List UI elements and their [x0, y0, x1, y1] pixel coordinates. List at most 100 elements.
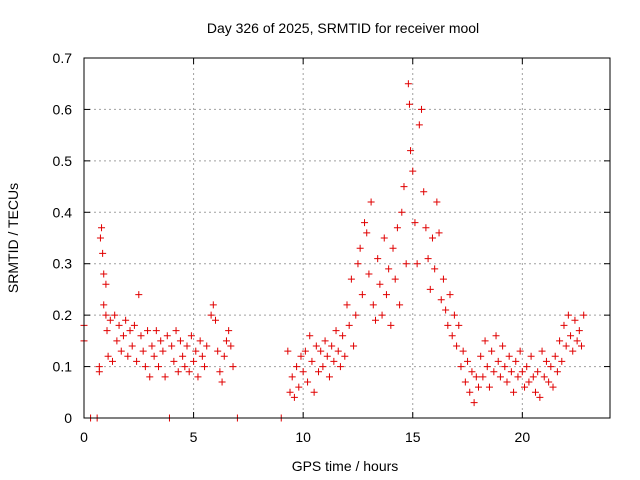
- data-point: [439, 275, 447, 283]
- data-point: [297, 352, 305, 360]
- data-point: [481, 337, 489, 345]
- data-point: [146, 373, 154, 381]
- data-point: [299, 368, 307, 376]
- data-point: [141, 363, 149, 371]
- data-point: [104, 352, 112, 360]
- data-point: [100, 301, 108, 309]
- data-point: [306, 332, 314, 340]
- x-axis-label: GPS time / hours: [292, 458, 399, 474]
- data-point: [214, 347, 222, 355]
- data-point: [479, 373, 487, 381]
- data-point: [371, 316, 379, 324]
- data-point: [529, 373, 537, 381]
- data-point: [325, 373, 333, 381]
- data-point: [102, 280, 110, 288]
- x-tick-label: 5: [190, 429, 198, 445]
- data-point: [229, 363, 237, 371]
- y-tick-label: 0.3: [53, 256, 73, 272]
- data-point: [301, 347, 309, 355]
- data-point: [124, 352, 132, 360]
- data-point: [286, 388, 294, 396]
- data-point: [494, 357, 502, 365]
- data-point: [512, 357, 520, 365]
- data-point: [128, 342, 136, 350]
- data-point: [103, 327, 111, 335]
- data-point: [207, 311, 215, 319]
- data-point: [437, 296, 445, 304]
- data-point: [203, 342, 211, 350]
- data-point: [190, 357, 198, 365]
- data-point: [350, 342, 358, 350]
- data-point: [536, 393, 544, 401]
- data-point: [382, 291, 390, 299]
- data-point: [312, 342, 320, 350]
- data-point: [516, 347, 524, 355]
- y-tick-label: 0: [64, 410, 72, 426]
- x-tick-label: 0: [80, 429, 88, 445]
- data-point: [122, 316, 130, 324]
- data-point: [435, 229, 443, 237]
- data-point: [96, 234, 104, 242]
- data-point: [475, 383, 482, 391]
- data-point: [376, 280, 384, 288]
- data-point: [323, 352, 331, 360]
- data-point: [523, 363, 531, 371]
- data-point: [99, 249, 107, 257]
- data-point: [196, 337, 204, 345]
- y-tick-label: 0.5: [53, 153, 73, 169]
- data-point: [163, 332, 171, 340]
- data-point: [148, 342, 156, 350]
- data-point: [404, 80, 412, 88]
- data-point: [336, 363, 344, 371]
- data-point: [185, 368, 193, 376]
- data-point: [135, 291, 143, 299]
- data-point: [144, 327, 152, 335]
- data-point: [369, 301, 377, 309]
- data-point: [315, 368, 323, 376]
- data-point: [466, 388, 474, 396]
- data-point: [569, 347, 577, 355]
- y-tick-label: 0.7: [53, 50, 73, 66]
- data-point: [352, 311, 360, 319]
- data-point: [567, 332, 575, 340]
- data-point: [411, 219, 419, 227]
- y-tick-label: 0.2: [53, 307, 73, 323]
- data-point: [413, 260, 421, 268]
- data-point: [553, 368, 561, 376]
- data-point: [330, 357, 338, 365]
- data-point: [161, 373, 169, 381]
- data-point: [499, 342, 507, 350]
- data-point: [225, 327, 233, 335]
- data-point: [284, 347, 292, 355]
- data-point: [111, 311, 119, 319]
- data-point: [431, 265, 439, 273]
- data-point: [181, 363, 189, 371]
- data-point: [485, 383, 493, 391]
- data-point: [115, 321, 123, 329]
- data-point: [402, 260, 410, 268]
- data-point: [293, 363, 301, 371]
- data-point: [453, 342, 461, 350]
- data-point: [168, 342, 176, 350]
- data-point: [468, 368, 476, 376]
- data-point: [398, 208, 406, 216]
- data-point: [365, 270, 373, 278]
- data-point: [501, 363, 509, 371]
- data-point: [564, 311, 572, 319]
- data-point: [470, 399, 478, 407]
- data-point: [531, 388, 539, 396]
- data-point: [442, 306, 450, 314]
- data-point: [363, 229, 371, 237]
- chart-title: Day 326 of 2025, SRMTID for receiver moo…: [207, 20, 479, 36]
- data-point: [113, 337, 121, 345]
- data-point: [488, 347, 496, 355]
- data-point: [518, 368, 526, 376]
- data-point: [578, 342, 586, 350]
- data-point: [542, 357, 550, 365]
- data-point: [385, 265, 393, 273]
- data-point: [198, 352, 206, 360]
- data-point: [459, 347, 467, 355]
- data-point: [347, 275, 355, 283]
- data-point: [428, 234, 436, 242]
